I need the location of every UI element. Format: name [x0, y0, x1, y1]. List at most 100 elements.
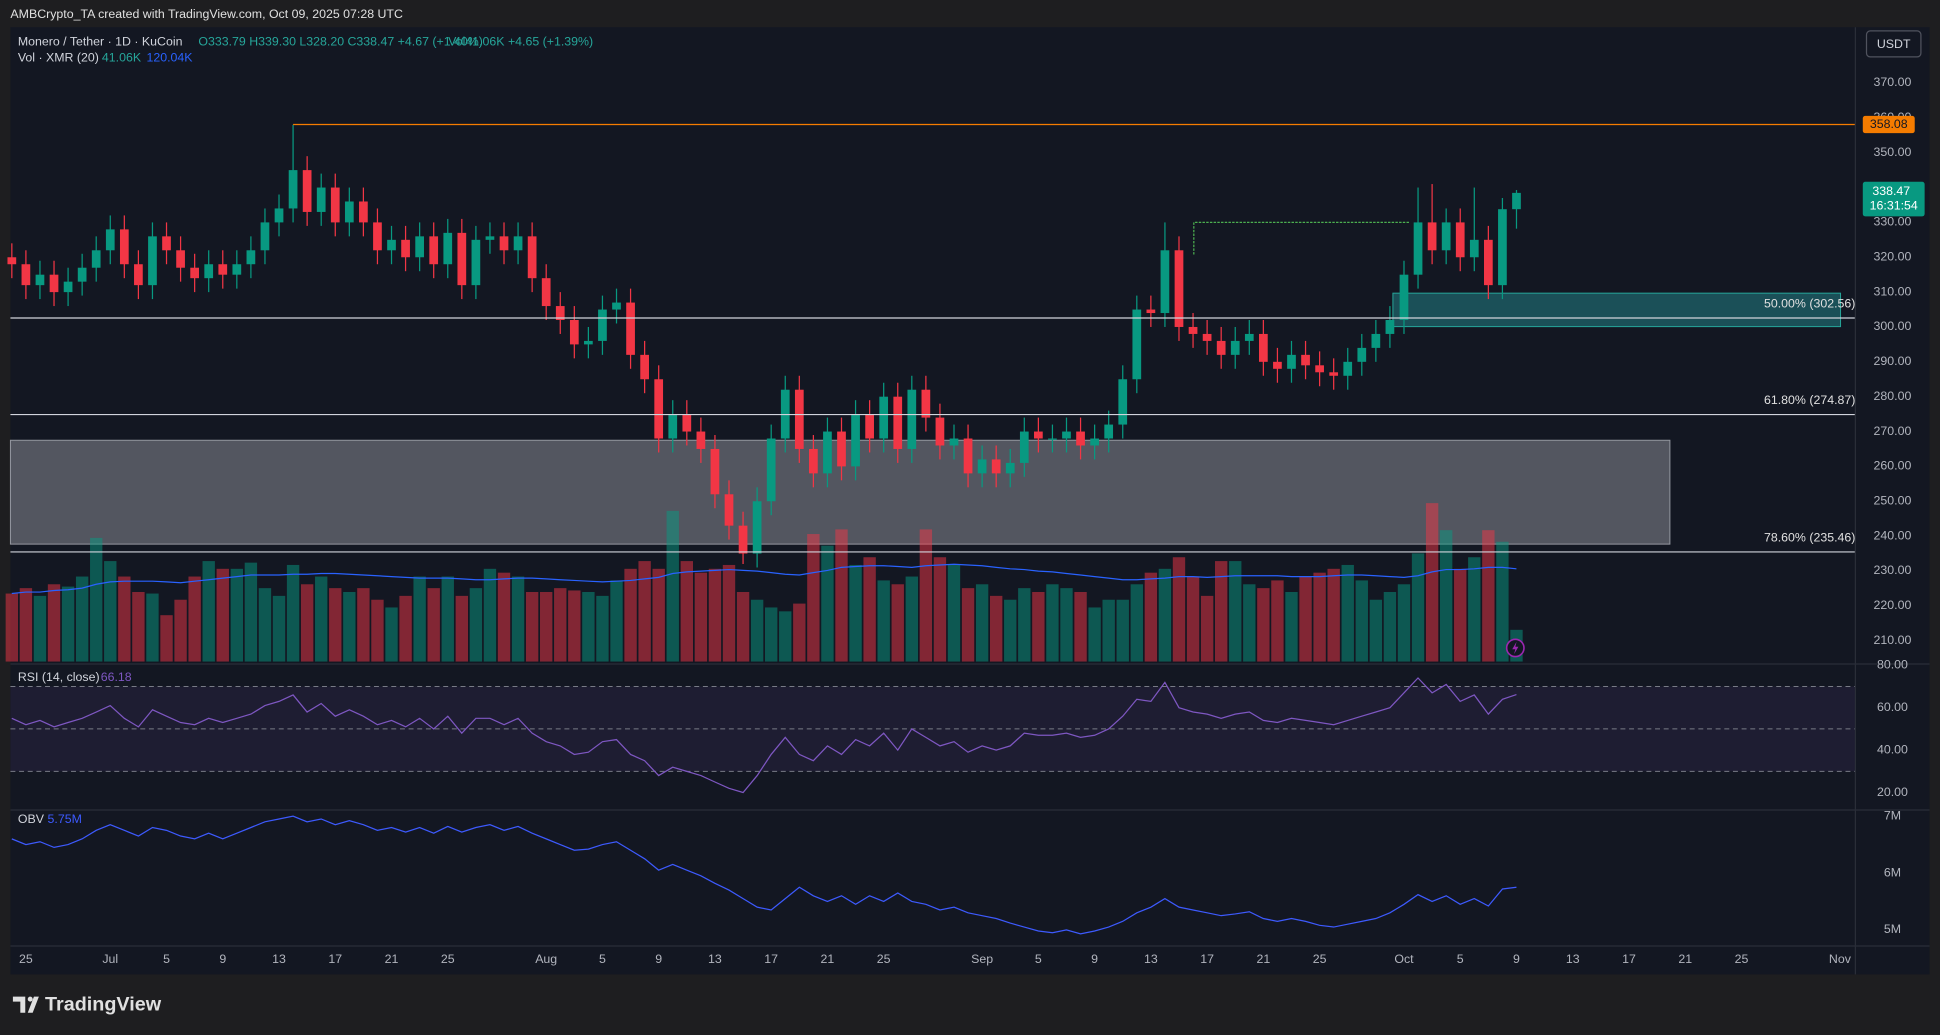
volume-bar — [5, 593, 19, 662]
candle-body — [1216, 340, 1226, 355]
candle-body — [499, 236, 509, 251]
candle-body — [640, 354, 649, 380]
y-tick-label: 300.00 — [1874, 319, 1912, 333]
x-tick-label: Oct — [1394, 952, 1414, 966]
candle-body — [246, 250, 256, 265]
volume-bar — [666, 510, 679, 662]
candle-body — [373, 222, 382, 251]
y-tick-label: 320.00 — [1874, 250, 1912, 264]
x-tick-label: 17 — [1622, 952, 1636, 966]
candle-body — [1244, 333, 1254, 341]
candle-body — [1076, 431, 1085, 446]
candle-body — [851, 414, 860, 467]
volume-bar — [118, 576, 131, 662]
level-price-text: 358.08 — [1870, 117, 1908, 131]
alert-icon[interactable] — [1505, 638, 1525, 658]
y-tick-label: 290.00 — [1874, 354, 1912, 368]
y-tick-label: 330.00 — [1874, 215, 1912, 229]
candle-body — [429, 236, 439, 265]
volume-bar — [765, 607, 778, 662]
candle-body — [443, 232, 453, 265]
volume-bar — [554, 588, 567, 662]
volume-bar — [399, 595, 412, 662]
rsi-title: RSI (14, close) — [18, 670, 100, 684]
candle-body — [1329, 372, 1339, 376]
y-tick-label: 270.00 — [1874, 424, 1912, 438]
volume-bar — [1018, 588, 1031, 662]
volume-bar — [1214, 561, 1228, 662]
candle-body — [21, 264, 31, 286]
volume-bar — [497, 572, 511, 662]
candle-body — [1104, 424, 1114, 439]
volume-bar — [1411, 553, 1425, 662]
volume-bar — [1060, 588, 1073, 662]
x-tick-label: 17 — [328, 952, 342, 966]
volume-bar — [19, 588, 33, 662]
candle-body — [569, 319, 579, 345]
volume-bar — [1074, 592, 1087, 662]
volume-bar — [1299, 576, 1312, 662]
volume-bar — [1116, 599, 1129, 662]
icon-bolt[interactable] — [1512, 641, 1519, 655]
volume-bar — [483, 568, 497, 662]
x-tick-label: 17 — [1200, 952, 1214, 966]
brand-name: TradingView — [45, 994, 162, 1016]
volume-bar — [568, 590, 581, 662]
volume-bar — [722, 564, 736, 662]
candle-body — [1343, 361, 1353, 376]
candle-body — [1202, 333, 1212, 341]
volume-bar — [455, 595, 469, 662]
candle-body — [1188, 326, 1198, 334]
volume-bar — [736, 592, 750, 662]
volume-bar — [343, 592, 356, 662]
volume-bar — [891, 584, 904, 662]
x-tick-label: Sep — [971, 952, 993, 966]
volume-bar — [540, 592, 553, 662]
candle-body — [274, 208, 284, 223]
volume-bar — [1327, 568, 1340, 662]
lines — [10, 123, 1856, 935]
button-label[interactable]: USDT — [1877, 37, 1911, 51]
candle-body — [1090, 438, 1099, 446]
y-tick-label: 240.00 — [1874, 528, 1912, 542]
candle-body — [879, 396, 889, 439]
volume-bar — [202, 561, 215, 662]
rsi-value: 66.18 — [101, 670, 132, 684]
candle-body — [77, 267, 87, 282]
candle-body — [471, 239, 481, 286]
candle-body — [1273, 361, 1282, 369]
volume-bar — [1397, 584, 1411, 662]
volume-bar — [1200, 595, 1214, 662]
volume-bar — [863, 557, 876, 662]
volume-bar — [90, 537, 103, 662]
candle-body — [1399, 274, 1409, 320]
candle-body — [612, 302, 621, 310]
volume-bar — [821, 545, 834, 662]
x-tick-label: 17 — [764, 952, 778, 966]
countdown-text: 16:31:54 — [1870, 199, 1918, 213]
candle-body — [1469, 239, 1479, 258]
volume-bar — [1313, 572, 1326, 662]
volume-bar — [258, 588, 272, 662]
volume-bar — [989, 595, 1003, 662]
volume-bar — [146, 593, 159, 662]
volume-bar — [427, 588, 440, 662]
x-tick-label: 21 — [1256, 952, 1270, 966]
candle-body — [1230, 340, 1240, 355]
volume-bar — [1144, 572, 1158, 662]
candle-body — [654, 379, 664, 439]
level-price-box — [1862, 115, 1915, 134]
volume-bar — [1130, 584, 1143, 662]
volume-bar — [652, 568, 665, 662]
candle-body — [907, 389, 917, 449]
x-tick-label: 9 — [1513, 952, 1520, 966]
candle-body — [682, 414, 692, 432]
candle-body — [1034, 431, 1043, 439]
labels: 210.00 220.00 230.00 240.00 250.00 260.00 270.… — [19, 75, 1925, 966]
y-tick-label: 370.00 — [1874, 75, 1912, 89]
volume-bar — [469, 588, 483, 662]
volume-bar — [793, 603, 806, 662]
button-frame[interactable] — [1865, 30, 1922, 58]
currency-button[interactable]: USDT — [1865, 30, 1922, 58]
volume-bar — [624, 568, 637, 662]
